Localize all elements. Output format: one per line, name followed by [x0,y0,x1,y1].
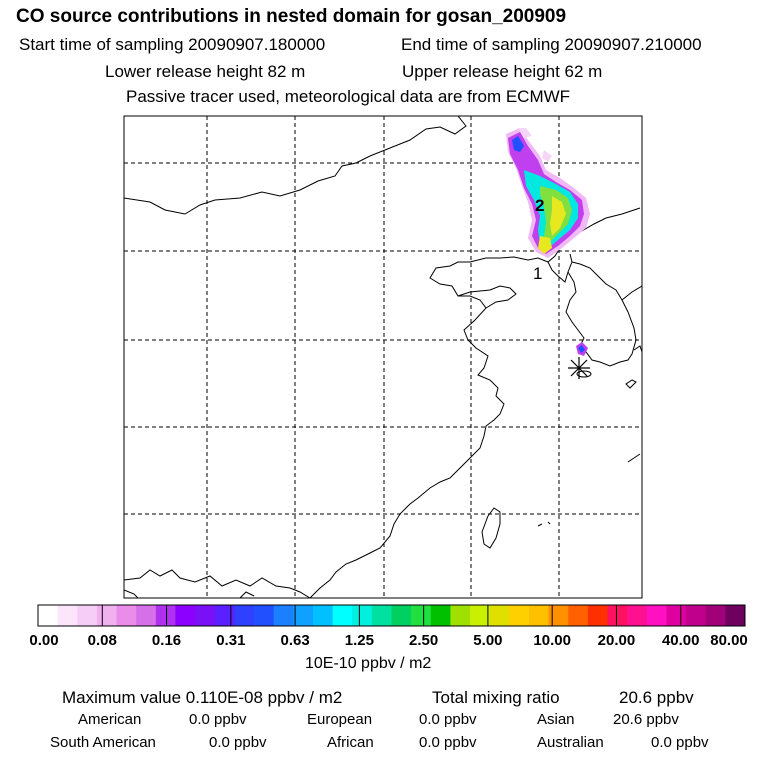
colorbar-tick-label: 2.50 [409,632,439,649]
colorbar-tick-label: 20.00 [597,632,636,649]
coastlines [124,116,642,598]
start-time: Start time of sampling 20090907.180000 [19,35,326,54]
colorbar-tick-label: 10.00 [533,632,571,649]
lower-release-height: Lower release height 82 m [105,62,306,81]
region-african-value: 0.0 ppbv [419,734,477,751]
region-american-value: 0.0 ppbv [189,711,247,728]
colorbar-tick-label: 40.00 [661,632,700,649]
upper-release-height: Upper release height 62 m [402,62,603,81]
co-plume [506,128,590,356]
page-title: CO source contributions in nested domain… [16,6,567,27]
region-european-value: 0.0 ppbv [419,711,477,728]
region-asian-value: 20.6 ppbv [613,711,679,728]
region-european-name: European [307,711,373,728]
total-mixing-label: Total mixing ratio [432,688,560,707]
total-mixing-value: 20.6 ppbv [619,688,694,707]
colorbar-tick-label: 80.00 [710,632,748,649]
region-south-american-name: South American [50,734,156,751]
colorbar-tick-label: 0.16 [151,632,182,649]
colorbar-tick-label: 0.08 [87,632,117,649]
colorbar-tick-label: 0.63 [280,632,310,649]
max-value: Maximum value 0.110E-08 ppbv / m2 [62,688,343,707]
colorbar-tick-label: 5.00 [473,632,503,649]
colorbar-tick-label: 0.00 [29,632,59,649]
colorbar-tick-label: 1.25 [344,632,374,649]
region-asian-name: Asian [537,711,575,728]
region-australian-value: 0.0 ppbv [651,734,709,751]
asterisk-receptor-icon [568,357,590,379]
colorbar-unit: 10E-10 ppbv / m2 [305,655,432,672]
end-time: End time of sampling 20090907.210000 [401,35,702,54]
colorbar-tick-label: 0.31 [216,632,246,649]
region-south-american-value: 0.0 ppbv [209,734,267,751]
region-african-name: African [327,734,374,751]
region-australian-name: Australian [537,734,604,751]
region-american-name: American [78,711,142,728]
label-2: 2 [535,196,544,215]
tracer-note: Passive tracer used, meteorological data… [126,87,571,106]
lat-lon-grid [124,116,642,598]
label-1: 1 [533,264,542,283]
